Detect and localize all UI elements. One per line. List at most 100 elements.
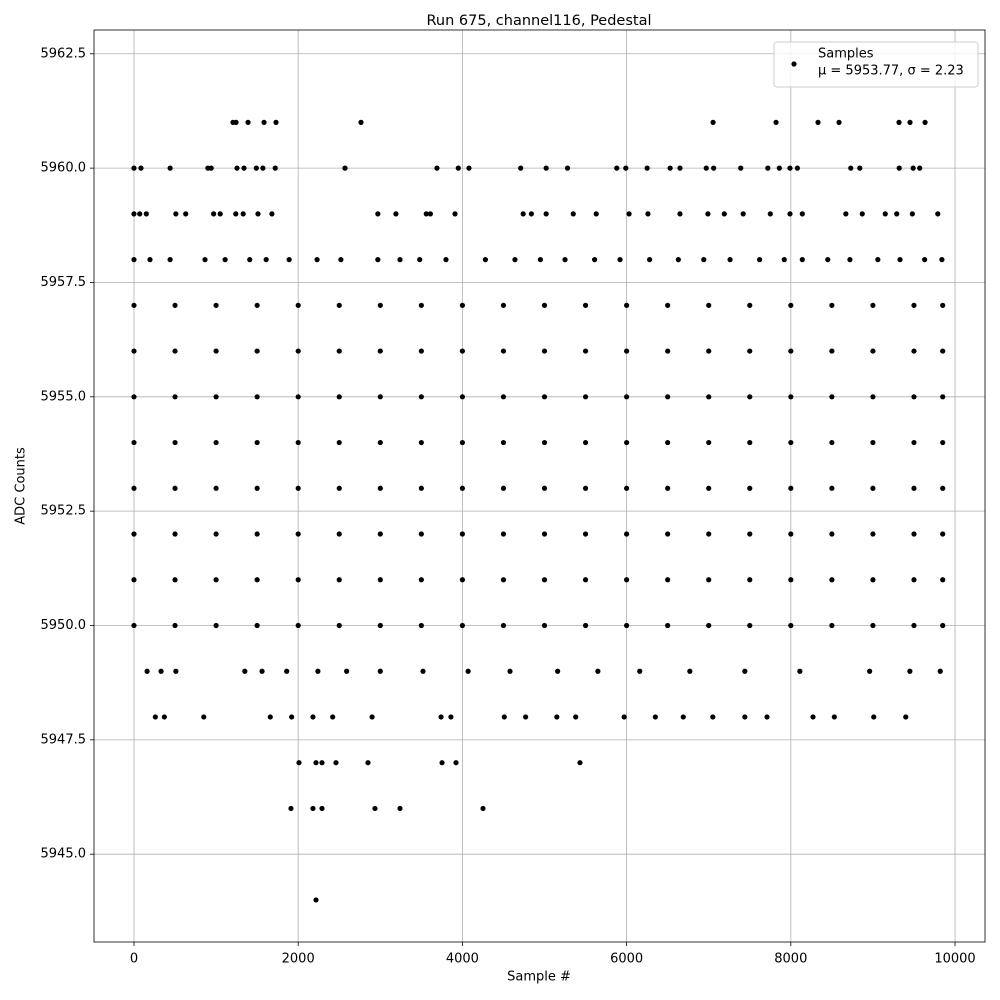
point bbox=[562, 257, 568, 263]
x-tick-label: 10000 bbox=[934, 952, 975, 967]
point bbox=[213, 531, 219, 537]
chart-title: Run 675, channel116, Pedestal bbox=[426, 13, 651, 29]
point bbox=[591, 257, 598, 263]
point bbox=[131, 211, 137, 217]
point bbox=[541, 348, 548, 354]
point bbox=[261, 119, 267, 125]
point bbox=[747, 348, 753, 354]
point bbox=[680, 714, 686, 720]
point bbox=[269, 211, 275, 217]
point bbox=[247, 257, 253, 263]
point bbox=[173, 211, 179, 217]
point bbox=[336, 531, 342, 537]
point bbox=[776, 165, 782, 171]
point bbox=[459, 577, 466, 583]
point bbox=[747, 531, 753, 537]
point bbox=[799, 211, 805, 217]
point bbox=[213, 302, 219, 308]
point bbox=[459, 531, 466, 537]
point bbox=[799, 257, 805, 263]
point bbox=[459, 394, 466, 400]
point bbox=[825, 257, 831, 263]
point bbox=[208, 165, 214, 171]
point bbox=[907, 668, 913, 674]
point bbox=[910, 165, 916, 171]
point bbox=[940, 531, 946, 537]
point bbox=[637, 668, 643, 674]
point bbox=[829, 577, 835, 583]
point bbox=[911, 622, 917, 629]
legend-label: Samples bbox=[818, 47, 874, 62]
y-tick-label: 5960.0 bbox=[41, 161, 87, 176]
point bbox=[466, 165, 472, 171]
point bbox=[131, 531, 137, 537]
point bbox=[911, 531, 917, 537]
point bbox=[857, 165, 863, 171]
point bbox=[377, 622, 383, 629]
point bbox=[911, 577, 917, 583]
point bbox=[787, 165, 793, 171]
point bbox=[213, 439, 219, 446]
point bbox=[254, 531, 260, 537]
point bbox=[788, 439, 794, 446]
y-tick-label: 5957.5 bbox=[41, 275, 87, 290]
point bbox=[439, 760, 445, 766]
point bbox=[788, 348, 794, 354]
point bbox=[397, 257, 403, 263]
point bbox=[288, 805, 294, 812]
point bbox=[706, 302, 712, 308]
point bbox=[310, 714, 316, 720]
point bbox=[255, 211, 261, 217]
point bbox=[418, 394, 424, 400]
point bbox=[260, 165, 266, 171]
point bbox=[459, 485, 466, 491]
point bbox=[375, 211, 381, 217]
point bbox=[582, 302, 589, 308]
point bbox=[903, 714, 909, 720]
point bbox=[344, 668, 350, 674]
point bbox=[242, 668, 248, 674]
point bbox=[667, 165, 673, 171]
point bbox=[222, 257, 228, 263]
point bbox=[161, 714, 167, 720]
point bbox=[624, 302, 630, 308]
point bbox=[172, 348, 178, 354]
point bbox=[500, 348, 507, 354]
point bbox=[137, 211, 143, 217]
point bbox=[295, 531, 301, 537]
point bbox=[459, 622, 466, 629]
point bbox=[172, 485, 178, 491]
point bbox=[172, 622, 178, 629]
point bbox=[940, 577, 946, 583]
point bbox=[131, 302, 137, 308]
point bbox=[829, 348, 835, 354]
point bbox=[917, 165, 923, 171]
point bbox=[295, 622, 301, 629]
point bbox=[131, 165, 137, 171]
point bbox=[254, 577, 260, 583]
point bbox=[372, 805, 378, 812]
point bbox=[541, 577, 548, 583]
x-tick-label: 0 bbox=[130, 952, 138, 967]
point bbox=[131, 577, 137, 583]
point bbox=[158, 668, 164, 674]
point bbox=[617, 257, 623, 263]
plot-frame bbox=[93, 29, 986, 943]
point bbox=[233, 211, 239, 217]
y-tick-label: 5962.5 bbox=[41, 46, 87, 61]
point bbox=[909, 211, 915, 217]
point bbox=[742, 714, 748, 720]
point bbox=[500, 531, 507, 537]
point bbox=[922, 119, 928, 125]
point bbox=[131, 394, 137, 400]
point bbox=[315, 668, 321, 674]
point bbox=[911, 394, 917, 400]
legend-box bbox=[773, 41, 979, 88]
point bbox=[365, 760, 371, 766]
point bbox=[788, 485, 794, 491]
point bbox=[289, 714, 295, 720]
y-tick-label: 5945.0 bbox=[41, 847, 87, 862]
point bbox=[773, 119, 779, 125]
point bbox=[939, 257, 945, 263]
point bbox=[240, 211, 246, 217]
